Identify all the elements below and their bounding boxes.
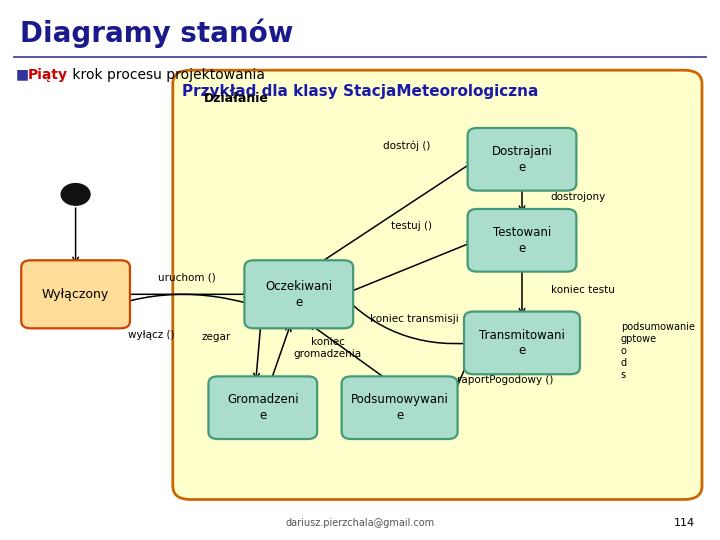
FancyBboxPatch shape: [468, 128, 577, 191]
Text: Gromadzeni
e: Gromadzeni e: [227, 394, 299, 422]
Text: Przykład dla klasy StacjaMeteorologiczna: Przykład dla klasy StacjaMeteorologiczna: [182, 84, 538, 99]
Text: raportPogodowy (): raportPogodowy (): [457, 375, 554, 386]
Text: krok procesu projektowania: krok procesu projektowania: [68, 68, 266, 82]
Text: Wyłączony: Wyłączony: [42, 288, 109, 301]
FancyBboxPatch shape: [22, 260, 130, 328]
FancyBboxPatch shape: [342, 376, 458, 439]
Text: koniec testu: koniec testu: [551, 285, 615, 295]
Circle shape: [61, 184, 90, 205]
Text: Diagramy stanów: Diagramy stanów: [20, 19, 294, 49]
Text: wyłącz (): wyłącz (): [128, 330, 174, 341]
Text: Działanie: Działanie: [204, 92, 269, 105]
FancyBboxPatch shape: [464, 312, 580, 374]
Text: Piąty: Piąty: [27, 68, 68, 82]
Text: dostrojony: dostrojony: [551, 192, 606, 202]
Text: Dostrajani
e: Dostrajani e: [492, 145, 552, 173]
FancyBboxPatch shape: [173, 70, 702, 500]
Text: dariusz.pierzchala@gmail.com: dariusz.pierzchala@gmail.com: [285, 518, 435, 528]
Text: Testowani
e: Testowani e: [493, 226, 551, 254]
Text: Transmitowani
e: Transmitowani e: [479, 329, 565, 357]
Text: koniec
gromadzenia: koniec gromadzenia: [294, 338, 361, 359]
Text: 114: 114: [674, 518, 695, 528]
Text: podsumowanie
gptowe
o
d
s: podsumowanie gptowe o d s: [621, 322, 695, 380]
FancyBboxPatch shape: [468, 209, 577, 272]
Text: koniec transmisji: koniec transmisji: [369, 314, 459, 325]
Text: ■: ■: [16, 68, 29, 82]
Text: Oczekiwani
e: Oczekiwani e: [265, 280, 333, 308]
FancyBboxPatch shape: [244, 260, 353, 328]
FancyBboxPatch shape: [209, 376, 318, 439]
Text: uruchom (): uruchom (): [158, 273, 216, 283]
Text: Podsumowywani
e: Podsumowywani e: [351, 394, 449, 422]
Text: zegar: zegar: [202, 333, 230, 342]
Text: testuj (): testuj (): [392, 221, 432, 231]
Text: dostrój (): dostrój (): [383, 141, 431, 151]
